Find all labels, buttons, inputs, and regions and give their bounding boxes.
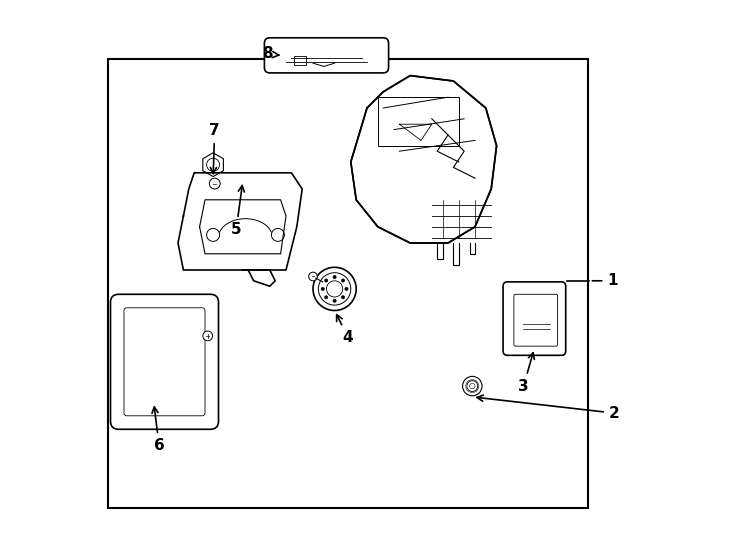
Circle shape [333, 299, 336, 302]
Circle shape [206, 228, 219, 241]
Text: 3: 3 [518, 353, 534, 394]
Polygon shape [243, 270, 275, 286]
Text: 8: 8 [262, 46, 279, 62]
Circle shape [206, 158, 219, 171]
Circle shape [313, 267, 356, 310]
Text: 2: 2 [477, 395, 619, 421]
Circle shape [327, 281, 343, 297]
FancyBboxPatch shape [108, 59, 589, 508]
FancyBboxPatch shape [124, 308, 205, 416]
Circle shape [341, 296, 345, 299]
Circle shape [324, 296, 328, 299]
Text: 6: 6 [152, 407, 164, 453]
Circle shape [203, 331, 213, 341]
FancyBboxPatch shape [514, 294, 558, 346]
Circle shape [333, 275, 336, 279]
FancyBboxPatch shape [503, 282, 566, 355]
Circle shape [321, 287, 324, 291]
FancyBboxPatch shape [111, 294, 219, 429]
Text: 4: 4 [337, 315, 353, 345]
Polygon shape [178, 173, 302, 270]
Bar [294, 56, 306, 65]
FancyBboxPatch shape [378, 97, 459, 146]
Circle shape [209, 178, 220, 189]
Polygon shape [351, 76, 497, 243]
Circle shape [341, 279, 345, 282]
Circle shape [467, 381, 478, 392]
Text: 1: 1 [607, 273, 618, 288]
Text: 7: 7 [209, 123, 220, 173]
Circle shape [462, 376, 482, 396]
Circle shape [324, 279, 328, 282]
Circle shape [345, 287, 348, 291]
Circle shape [319, 273, 351, 305]
Circle shape [272, 228, 284, 241]
FancyBboxPatch shape [264, 38, 388, 73]
Circle shape [309, 272, 317, 281]
Text: 5: 5 [231, 186, 244, 237]
